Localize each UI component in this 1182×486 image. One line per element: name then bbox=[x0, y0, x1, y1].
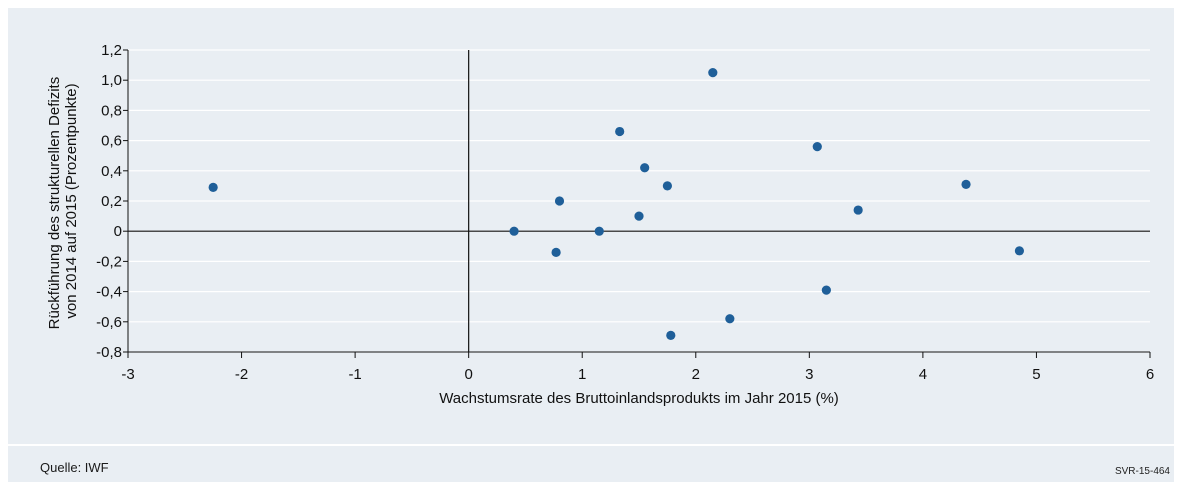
data-point bbox=[812, 142, 822, 152]
source-note: Quelle: IWF bbox=[40, 460, 109, 475]
data-point bbox=[853, 205, 863, 215]
y-tick-label: 1,2 bbox=[101, 42, 122, 59]
data-point bbox=[634, 211, 644, 221]
data-point bbox=[666, 330, 676, 340]
chart-code: SVR-15-464 bbox=[1114, 466, 1170, 477]
x-tick-label: 0 bbox=[464, 366, 472, 383]
data-point bbox=[1014, 246, 1025, 256]
x-tick-label: 3 bbox=[805, 366, 813, 383]
y-tick-label: 1,0 bbox=[101, 72, 122, 89]
data-point bbox=[708, 68, 718, 78]
data-point bbox=[961, 179, 971, 189]
data-point bbox=[594, 226, 604, 236]
x-tick-label: 4 bbox=[919, 366, 927, 383]
data-points bbox=[208, 68, 1025, 340]
y-tick-label: -0,4 bbox=[96, 284, 122, 301]
data-point bbox=[551, 247, 561, 257]
x-tick-label: 5 bbox=[1032, 366, 1040, 383]
x-axis-title: Wachstumsrate des Bruttoinlandsprodukts … bbox=[439, 390, 839, 407]
data-point bbox=[725, 314, 735, 324]
y-axis-title: Rückführung des strukturellen Defizits v… bbox=[46, 73, 80, 330]
data-point bbox=[554, 196, 565, 206]
x-tick-label: 2 bbox=[692, 366, 700, 383]
footer-panel: Quelle: IWF SVR-15-464 bbox=[8, 446, 1174, 482]
y-tick-label: 0,2 bbox=[101, 193, 122, 210]
y-tick-label: 0 bbox=[114, 223, 122, 240]
data-point bbox=[509, 226, 519, 236]
grid-lines bbox=[128, 49, 1150, 353]
data-point bbox=[821, 285, 831, 295]
x-tick-label: 1 bbox=[578, 366, 586, 383]
data-point bbox=[208, 182, 218, 193]
y-axis-ticks: 1,2 1,0 0,8 0,6 0,4 0,2 0 -0,2 -0,4 -0,6 -0,8 bbox=[96, 42, 128, 361]
y-axis-title-line-1: Rückführung des strukturellen Defizits bbox=[46, 77, 63, 330]
y-tick-label: -0,2 bbox=[96, 253, 122, 270]
y-tick-label: 0,8 bbox=[101, 102, 122, 119]
x-tick-label: 6 bbox=[1146, 366, 1154, 383]
y-tick-label: 0,6 bbox=[101, 133, 122, 150]
y-axis-title-line-2: von 2014 auf 2015 (Prozentpunkte) bbox=[63, 83, 80, 318]
data-point bbox=[615, 126, 625, 137]
x-axis-ticks: -3 -2 -1 0 1 2 3 4 5 6 bbox=[121, 352, 1154, 383]
y-tick-label: -0,8 bbox=[96, 344, 122, 361]
scatter-chart: -3 -2 -1 0 1 2 3 4 5 6 1,2 1,0 0,8 0,6 0,4 0,2 0 -0,2 -0,… bbox=[46, 42, 1154, 407]
data-point bbox=[662, 181, 672, 191]
x-tick-label: -1 bbox=[348, 366, 361, 383]
x-tick-label: -3 bbox=[121, 366, 134, 383]
y-tick-label: -0,6 bbox=[96, 314, 122, 331]
y-tick-label: 0,4 bbox=[101, 163, 122, 180]
data-point bbox=[640, 163, 650, 173]
axes bbox=[127, 50, 1150, 353]
x-tick-label: -2 bbox=[235, 366, 248, 383]
